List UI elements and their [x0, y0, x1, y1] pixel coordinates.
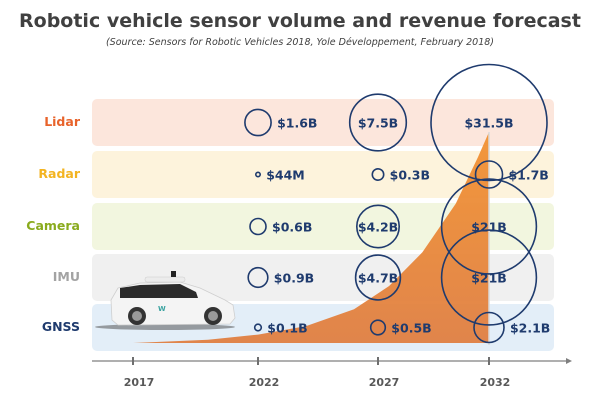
data-label-imu-2027: $4.7B [358, 271, 398, 286]
bubble-lidar-2022 [244, 108, 272, 137]
data-label-gnss-2027: $0.5B [391, 321, 431, 336]
data-label-lidar-2032: $31.5B [464, 116, 513, 131]
bubble-camera-2027 [355, 204, 400, 249]
bubble-camera-2032 [440, 178, 538, 275]
car-roof-sensor [144, 276, 186, 283]
car-lidar [171, 271, 176, 277]
x-tick-label-2022: 2022 [249, 376, 280, 389]
car-windows [120, 284, 198, 298]
row-background-lidar [92, 99, 554, 146]
robotic-vehicle-image: W [95, 271, 236, 330]
car-shadow [95, 324, 235, 330]
bubble-radar-2027 [371, 168, 385, 182]
data-label-imu-2022: $0.9B [274, 271, 314, 286]
data-label-camera-2022: $0.6B [272, 220, 312, 235]
row-label-imu: IMU [52, 268, 80, 284]
data-label-radar-2032: $1.7B [508, 168, 548, 183]
row-label-radar: Radar [38, 165, 80, 181]
row-background-radar [92, 151, 554, 198]
car-hub-rear [132, 311, 142, 321]
waymo-logo-icon: W [158, 305, 166, 313]
bubble-gnss-2032 [473, 311, 505, 344]
bubble-radar-2022 [255, 171, 262, 178]
data-label-lidar-2027: $7.5B [358, 116, 398, 131]
data-label-gnss-2032: $2.1B [510, 321, 550, 336]
bubble-imu-2022 [247, 266, 269, 289]
data-label-radar-2022: $44M [266, 168, 305, 183]
data-label-radar-2027: $0.3B [390, 168, 430, 183]
data-label-camera-2027: $4.2B [358, 220, 398, 235]
row-label-gnss: GNSS [41, 318, 80, 334]
x-tick-label-2017: 2017 [124, 376, 155, 389]
car-hub-front [208, 311, 218, 321]
bubble-gnss-2027 [369, 319, 387, 336]
data-label-lidar-2022: $1.6B [277, 116, 317, 131]
volume-area-shape [133, 132, 489, 343]
bubble-gnss-2022 [253, 323, 263, 332]
volume-area [133, 132, 490, 345]
x-tick-label-2032: 2032 [480, 376, 511, 389]
bubble-imu-2032 [440, 229, 538, 326]
bubble-lidar-2032 [430, 63, 548, 182]
chart-subtitle: (Source: Sensors for Robotic Vehicles 20… [105, 37, 495, 48]
bubble-camera-2022 [249, 217, 267, 236]
data-label-gnss-2022: $0.1B [267, 321, 307, 336]
x-axis-arrow-icon [566, 358, 572, 364]
row-label-lidar: Lidar [44, 113, 80, 129]
bubble-lidar-2027 [348, 93, 408, 152]
chart-title: Robotic vehicle sensor volume and revenu… [19, 10, 581, 32]
x-tick-label-2027: 2027 [369, 376, 400, 389]
row-label-camera: Camera [26, 217, 80, 233]
data-label-imu-2032: $21B [471, 271, 507, 286]
bubbles: $1.6B $7.5B $31.5B $44M $0.3B $1.7B $0.6B $4.2B… [244, 63, 550, 344]
bubble-imu-2027 [354, 254, 402, 301]
x-axis: 2017 2022 2027 2032 [92, 357, 572, 389]
bubble-radar-2032 [474, 160, 504, 189]
